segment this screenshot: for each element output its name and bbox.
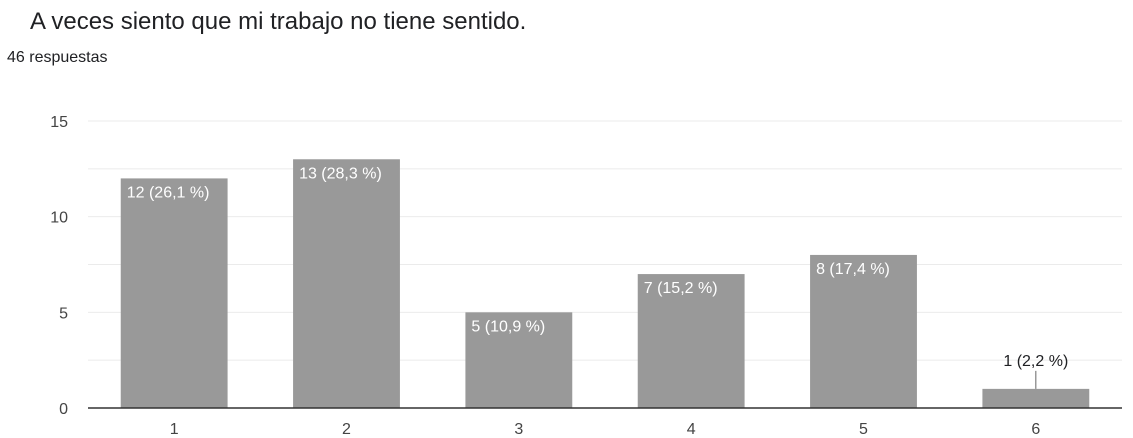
x-tick-label: 2 (342, 421, 351, 438)
bar[interactable] (810, 254, 917, 408)
data-label: 8 (17,4 %) (816, 261, 890, 278)
y-tick-label: 5 (59, 305, 68, 322)
data-label: 1 (2,2 %) (1003, 353, 1068, 370)
x-tick-label: 5 (859, 421, 868, 438)
bar[interactable] (293, 159, 400, 408)
data-label: 7 (15,2 %) (644, 280, 718, 297)
y-tick-label: 15 (50, 114, 68, 131)
y-tick-label: 0 (59, 401, 68, 418)
bar[interactable] (120, 178, 228, 408)
bar[interactable] (465, 312, 573, 408)
bar[interactable] (637, 274, 745, 408)
bar[interactable] (982, 388, 1090, 408)
x-tick-label: 1 (170, 421, 179, 438)
x-tick-label: 4 (687, 421, 696, 438)
data-label: 12 (26,1 %) (127, 184, 210, 201)
question-title: A veces siento que mi trabajo no tiene s… (30, 8, 527, 35)
x-tick-label: 3 (514, 421, 523, 438)
y-tick-label: 10 (50, 210, 68, 227)
data-label: 5 (10,9 %) (471, 318, 545, 335)
response-count: 46 respuestas (7, 49, 108, 66)
data-label: 13 (28,3 %) (299, 165, 382, 182)
x-tick-label: 6 (1031, 421, 1040, 438)
